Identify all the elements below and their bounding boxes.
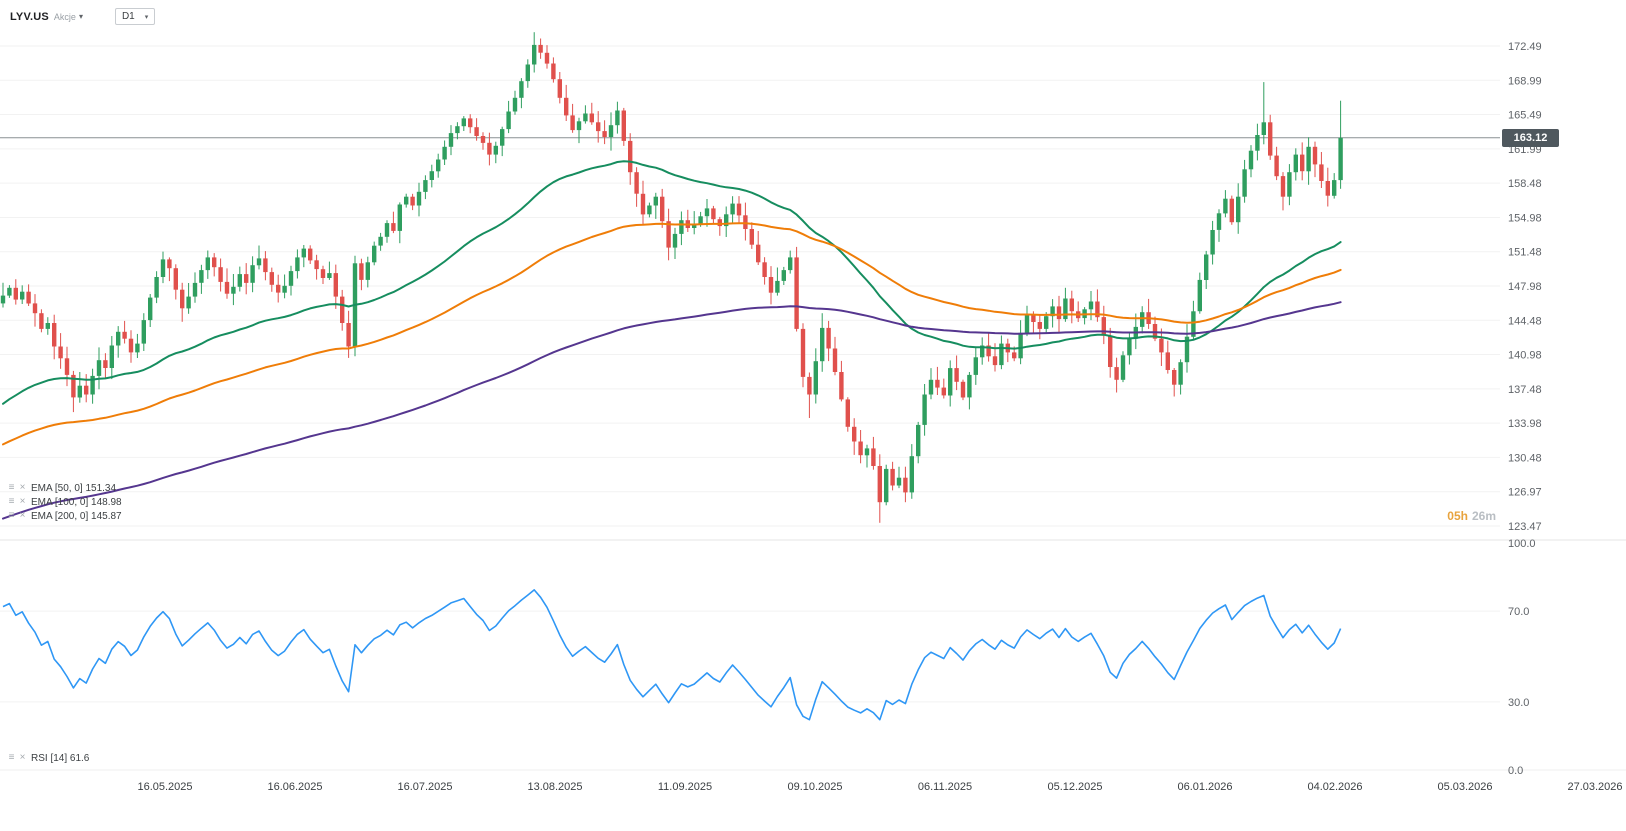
- price-axis-label: 165.49: [1508, 110, 1542, 122]
- legend-row-ema100: ≡ × EMA [100, 0] 148.98: [6, 495, 122, 509]
- indicator-close-icon[interactable]: ×: [19, 482, 26, 493]
- price-axis-label: 172.49: [1508, 41, 1542, 53]
- date-axis-label: 05.03.2026: [1437, 781, 1492, 793]
- indicator-close-icon[interactable]: ×: [19, 510, 26, 521]
- rsi-axis-label: 70.0: [1508, 606, 1529, 618]
- rsi-line: [2, 589, 1342, 721]
- date-axis-label: 04.02.2026: [1307, 781, 1362, 793]
- ema-100-line: [2, 222, 1342, 446]
- rsi-axis: 100.0 70.0 30.0 0.0: [0, 538, 1536, 777]
- ema-indicator-legend: ≡ × EMA [50, 0] 151.34 ≡ × EMA [100, 0] …: [6, 481, 122, 523]
- price-axis: 172.49 168.99 165.49 161.99 158.48 154.98 151.…: [0, 41, 1542, 533]
- price-axis-label: 137.48: [1508, 384, 1542, 396]
- indicator-settings-icon[interactable]: ≡: [8, 482, 15, 493]
- countdown-hours: 05h: [1447, 509, 1468, 523]
- price-axis-label: 140.98: [1508, 350, 1542, 362]
- rsi-axis-label: 30.0: [1508, 697, 1529, 709]
- rsi-axis-label: 0.0: [1508, 765, 1523, 777]
- price-axis-label: 154.98: [1508, 212, 1542, 224]
- indicator-settings-icon[interactable]: ≡: [8, 752, 15, 763]
- price-axis-label: 158.48: [1508, 178, 1542, 190]
- ema200-legend-label: EMA [200, 0] 145.87: [31, 510, 122, 522]
- date-axis-label: 11.09.2025: [658, 781, 712, 793]
- date-axis-label: 09.10.2025: [787, 781, 842, 793]
- price-axis-label: 144.48: [1508, 315, 1542, 327]
- date-axis-label: 16.05.2025: [137, 781, 192, 793]
- legend-row-ema50: ≡ × EMA [50, 0] 151.34: [6, 481, 122, 495]
- price-axis-label: 168.99: [1508, 75, 1542, 87]
- price-axis-label: 123.47: [1508, 521, 1542, 533]
- price-axis-label: 147.98: [1508, 281, 1542, 293]
- indicator-close-icon[interactable]: ×: [19, 496, 26, 507]
- rsi-indicator-legend: ≡ × RSI [14] 61.6: [6, 751, 90, 765]
- indicator-settings-icon[interactable]: ≡: [8, 496, 15, 507]
- date-axis: 16.05.2025 16.06.2025 16.07.2025 13.08.2025…: [137, 781, 1622, 793]
- price-axis-label: 126.97: [1508, 487, 1542, 499]
- candles: [0, 32, 1343, 523]
- indicator-close-icon[interactable]: ×: [19, 752, 26, 763]
- symbol-dropdown-caret-icon[interactable]: ▾: [78, 12, 83, 21]
- chart-header: LYV.US Akcje ▾ D1 ▾: [10, 8, 156, 25]
- rsi-axis-label: 100.0: [1508, 538, 1536, 550]
- ema-50-line: [2, 160, 1342, 405]
- rsi-legend-label: RSI [14] 61.6: [31, 752, 90, 764]
- ema50-legend-label: EMA [50, 0] 151.34: [31, 482, 117, 494]
- price-axis-label: 161.99: [1508, 144, 1542, 156]
- ema100-legend-label: EMA [100, 0] 148.98: [31, 496, 122, 508]
- ema-200-line: [2, 301, 1342, 520]
- countdown-minutes: 26m: [1471, 509, 1496, 523]
- symbol-label[interactable]: LYV.US: [10, 10, 49, 23]
- date-axis-label: 06.11.2025: [918, 781, 972, 793]
- date-axis-label: 05.12.2025: [1047, 781, 1102, 793]
- legend-row-rsi: ≡ × RSI [14] 61.6: [6, 751, 90, 765]
- timeframe-caret-icon: ▾: [144, 13, 149, 21]
- legend-row-ema200: ≡ × EMA [200, 0] 145.87: [6, 509, 122, 523]
- market-type-label: Akcje: [53, 11, 76, 22]
- price-axis-label: 133.98: [1508, 418, 1542, 430]
- indicator-settings-icon[interactable]: ≡: [8, 510, 15, 521]
- date-axis-label: 27.03.2026: [1567, 781, 1622, 793]
- price-axis-label: 151.48: [1508, 247, 1542, 259]
- candle-close-countdown: 05h 26m: [1376, 509, 1496, 523]
- date-axis-label: 06.01.2026: [1177, 781, 1232, 793]
- date-axis-label: 13.08.2025: [527, 781, 582, 793]
- timeframe-value: D1: [121, 11, 135, 22]
- last-price-badge: 163.12: [1502, 128, 1559, 147]
- date-axis-label: 16.06.2025: [267, 781, 322, 793]
- timeframe-selector[interactable]: D1 ▾: [114, 8, 156, 25]
- date-axis-label: 16.07.2025: [397, 781, 452, 793]
- price-axis-label: 130.48: [1508, 452, 1542, 464]
